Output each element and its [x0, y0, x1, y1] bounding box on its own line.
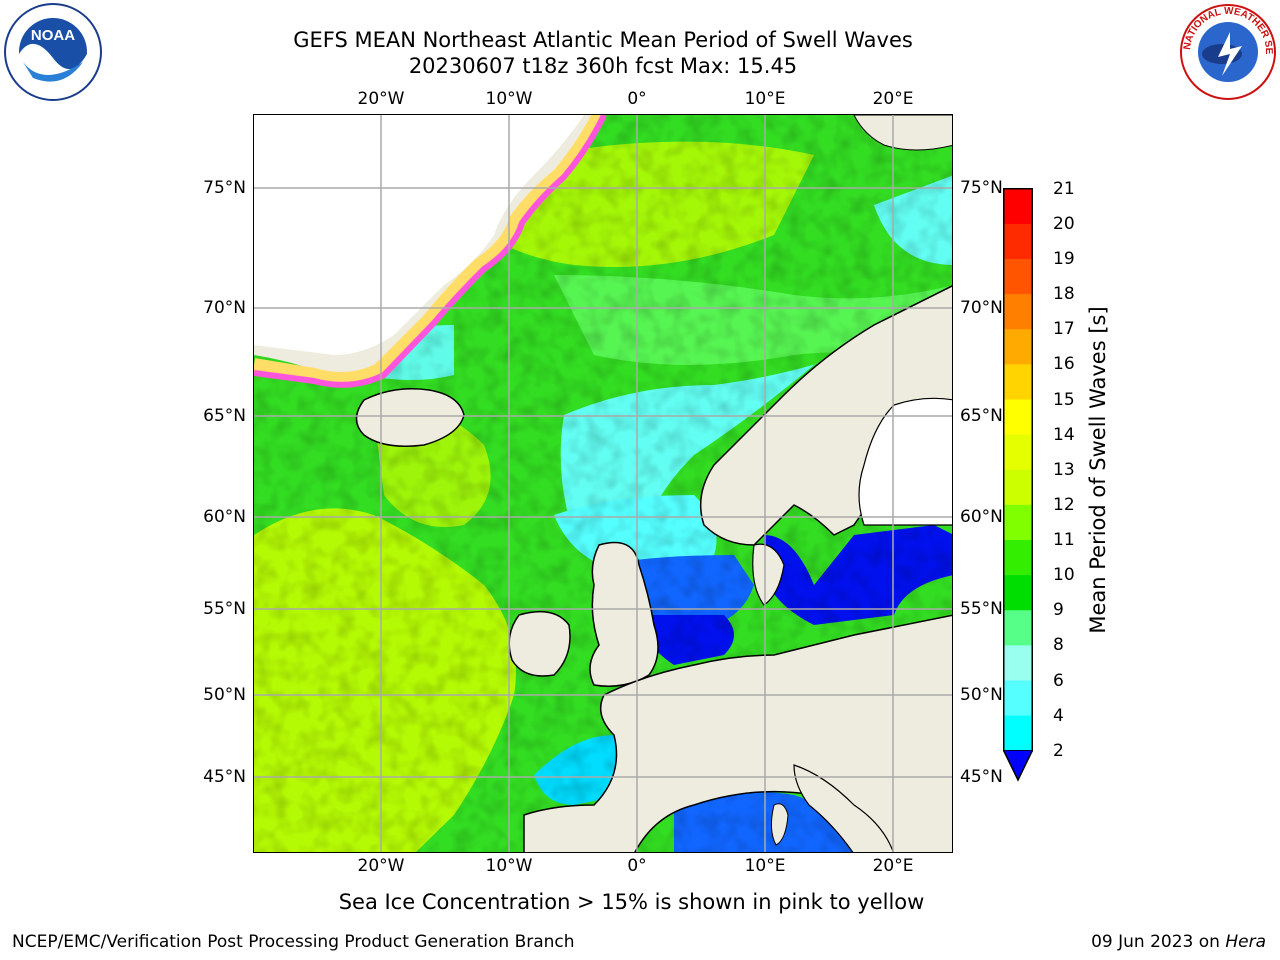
colorbar-segment [1003, 610, 1033, 646]
noaa-logo: NOAA [3, 2, 103, 106]
colorbar-segment [1003, 680, 1033, 717]
lat-tick-right: 60°N [960, 507, 1003, 527]
colorbar-segment [1003, 645, 1033, 681]
colorbar-extend-arrow [1003, 750, 1033, 782]
colorbar-label: 18 [1053, 284, 1075, 305]
graticule [254, 115, 952, 852]
lat-tick-left: 45°N [203, 767, 246, 787]
lon-tick-top: 10°E [744, 89, 786, 109]
lat-tick-left: 50°N [203, 685, 246, 705]
colorbar-segment [1003, 188, 1033, 225]
credit-date: 09 Jun 2023 on Hera [1091, 932, 1266, 952]
chart-subtitle: 20230607 t18z 360h fcst Max: 15.45 [408, 54, 798, 78]
lat-tick-left: 70°N [203, 298, 246, 318]
credit-machine: Hera [1225, 932, 1266, 952]
denmark [752, 543, 785, 606]
colorbar-label: 4 [1053, 705, 1064, 726]
colorbar-label: 20 [1053, 213, 1075, 234]
lon-tick-bottom: 0° [627, 856, 647, 876]
colorbar-segment [1003, 575, 1033, 611]
noaa-logo-text: NOAA [31, 27, 75, 44]
lon-tick-bottom: 20°W [357, 856, 405, 876]
colorbar-label: 19 [1053, 249, 1075, 269]
colorbar-segment [1003, 715, 1033, 752]
colorbar-segment [1003, 540, 1033, 576]
lon-tick-top: 20°W [357, 89, 405, 109]
great-britain [589, 541, 659, 687]
colorbar-label: 9 [1053, 600, 1064, 621]
lon-tick-bottom: 20°E [872, 856, 914, 876]
colorbar-label: 21 [1053, 178, 1075, 199]
sea-ice-edge [254, 115, 607, 388]
lat-tick-right: 65°N [960, 406, 1003, 426]
lat-tick-right: 50°N [960, 685, 1003, 705]
colorbar-segment [1003, 259, 1033, 295]
lat-tick-right: 70°N [960, 298, 1003, 318]
colorbar-segment [1003, 329, 1033, 365]
colorbar-label: 16 [1053, 354, 1075, 375]
sardinia [770, 803, 789, 846]
colorbar-label: 11 [1053, 530, 1075, 550]
lon-tick-bottom: 10°W [485, 856, 533, 876]
credit-branch: NCEP/EMC/Verification Post Processing Pr… [12, 932, 575, 952]
colorbar [1003, 188, 1033, 782]
sea-ice-caption: Sea Ice Concentration > 15% is shown in … [338, 890, 925, 914]
colorbar-label: 13 [1053, 459, 1075, 480]
lat-tick-left: 60°N [203, 507, 246, 527]
colorbar-segment [1003, 364, 1033, 400]
gulf-of-bothnia [858, 397, 952, 526]
map-panel [253, 114, 953, 853]
colorbar-segment [1003, 223, 1033, 260]
lat-tick-right: 55°N [960, 599, 1003, 619]
continental-europe [523, 614, 952, 852]
greenland-ice-cap [254, 115, 584, 355]
iceland [355, 388, 465, 447]
lat-tick-left: 55°N [203, 599, 246, 619]
chart-title: GEFS MEAN Northeast Atlantic Mean Period… [293, 28, 913, 52]
lat-tick-left: 65°N [203, 406, 246, 426]
colorbar-label: 12 [1053, 494, 1075, 515]
sea-ice-edge [254, 115, 606, 386]
colorbar-label: 10 [1053, 565, 1075, 586]
colorbar-segment [1003, 434, 1033, 471]
colorbar-label: 2 [1053, 740, 1064, 761]
svalbard [853, 115, 952, 151]
colorbar-label: 14 [1053, 424, 1075, 445]
lon-tick-top: 0° [627, 89, 647, 109]
map-canvas [254, 115, 952, 852]
colorbar-segment [1003, 294, 1033, 330]
lat-tick-left: 75°N [203, 178, 246, 198]
colorbar-segment [1003, 399, 1033, 436]
colorbar-label: 6 [1053, 670, 1064, 691]
lat-tick-right: 45°N [960, 767, 1003, 787]
colorbar-label: 15 [1053, 389, 1075, 410]
colorbar-label: 17 [1053, 319, 1075, 340]
nws-logo: NATIONAL WEATHER SERVICE [1174, 0, 1278, 106]
lon-tick-bottom: 10°E [744, 856, 786, 876]
lon-tick-top: 20°E [872, 89, 914, 109]
lon-tick-top: 10°W [485, 89, 533, 109]
colorbar-label: 8 [1053, 635, 1064, 656]
italy [793, 764, 894, 852]
colorbar-segment [1003, 469, 1033, 506]
colorbar-segment [1003, 504, 1033, 541]
colorbar-title: Mean Period of Swell Waves [s] [1086, 306, 1110, 634]
ireland [508, 610, 571, 677]
credit-date-text: 09 Jun 2023 on [1091, 932, 1226, 952]
lat-tick-right: 75°N [960, 178, 1003, 198]
